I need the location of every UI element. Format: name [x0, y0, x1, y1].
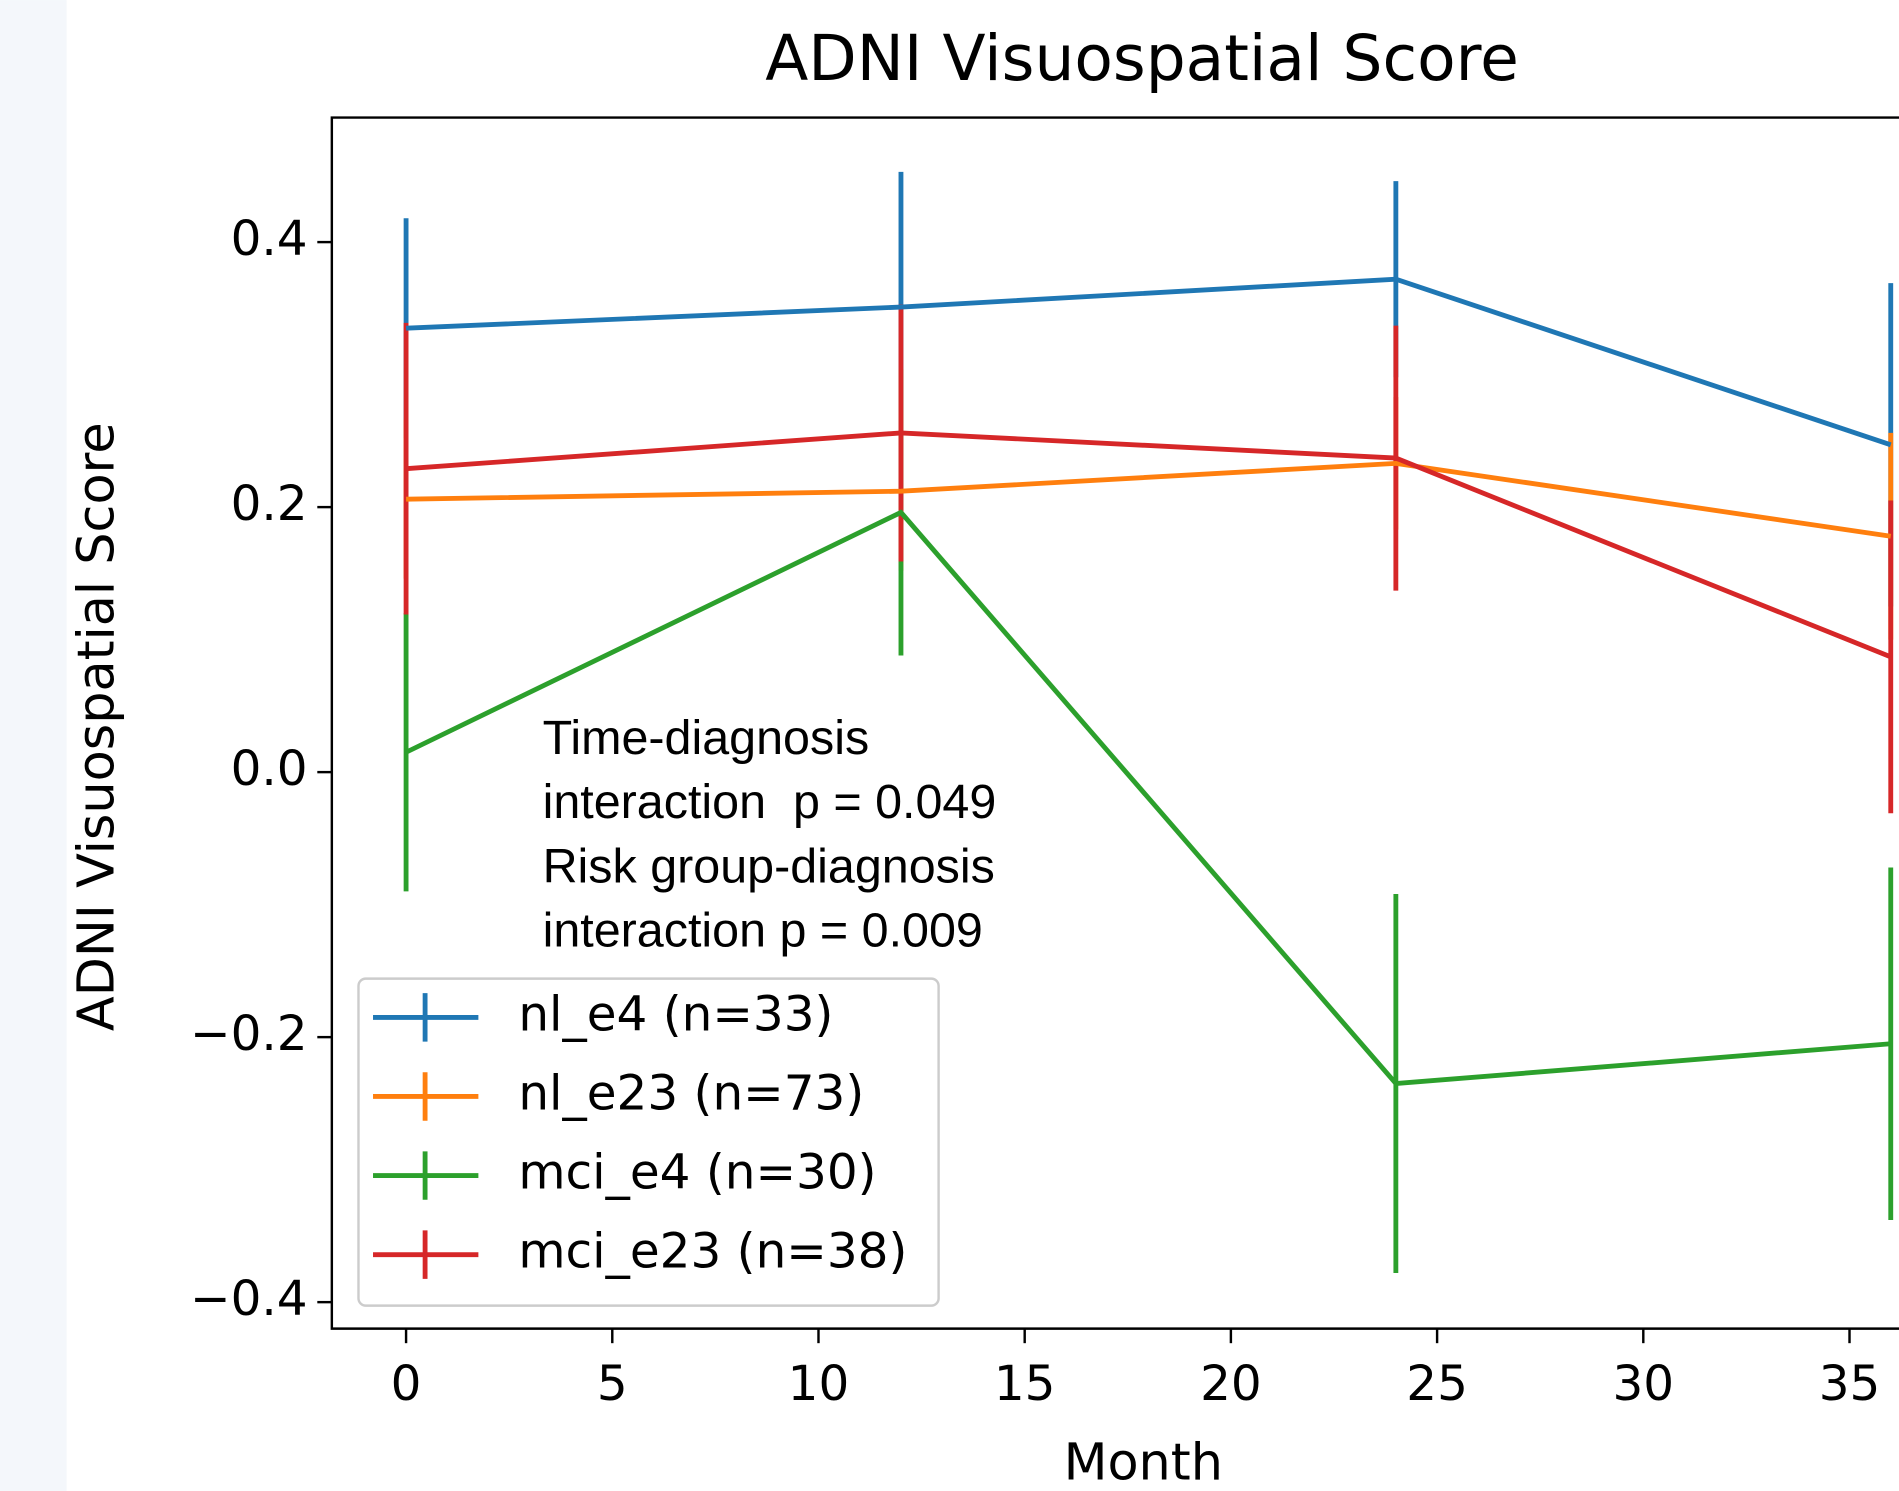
y-tick-label: −0.4	[190, 1271, 308, 1327]
plot-area	[403, 171, 1894, 1273]
legend-box	[357, 977, 940, 1307]
legend-label: mci_e4 (n=30)	[518, 1145, 876, 1201]
y-tick-label: 0.4	[231, 211, 308, 267]
x-tick-label: 10	[788, 1356, 850, 1412]
legend-label: nl_e4 (n=33)	[518, 986, 833, 1042]
y-tick-label: 0.2	[231, 476, 308, 532]
y-axis-label: ADNI Visuospatial Score	[66, 422, 125, 1031]
chart-title: ADNI Visuospatial Score	[765, 22, 1519, 95]
series-line	[405, 430, 1892, 660]
axes-frame	[330, 116, 1899, 1330]
annotation: Risk group-diagnosis	[543, 839, 995, 893]
x-tick-label: 5	[597, 1356, 628, 1412]
y-tick-label: −0.2	[190, 1006, 308, 1062]
annotation: Time-diagnosis	[543, 711, 870, 765]
x-tick-label: 35	[1819, 1356, 1881, 1412]
x-tick-label: 20	[1200, 1356, 1262, 1412]
x-tick-label: 30	[1612, 1356, 1674, 1412]
series-line	[405, 509, 1891, 1087]
annotation: interaction p = 0.009	[543, 904, 983, 958]
x-tick-label: 25	[1406, 1356, 1468, 1412]
legend-label: mci_e23 (n=38)	[518, 1224, 907, 1280]
series-line	[405, 276, 1892, 448]
x-tick-label: 15	[994, 1356, 1056, 1412]
annotation: interaction p = 0.049	[543, 775, 997, 829]
y-tick-label: 0.0	[231, 741, 308, 797]
legend-label: nl_e23 (n=73)	[518, 1065, 864, 1121]
x-tick-label: 0	[391, 1356, 422, 1412]
side-panel	[0, 0, 67, 1491]
series-line	[406, 460, 1892, 539]
x-axis-label: Month	[1064, 1432, 1223, 1491]
